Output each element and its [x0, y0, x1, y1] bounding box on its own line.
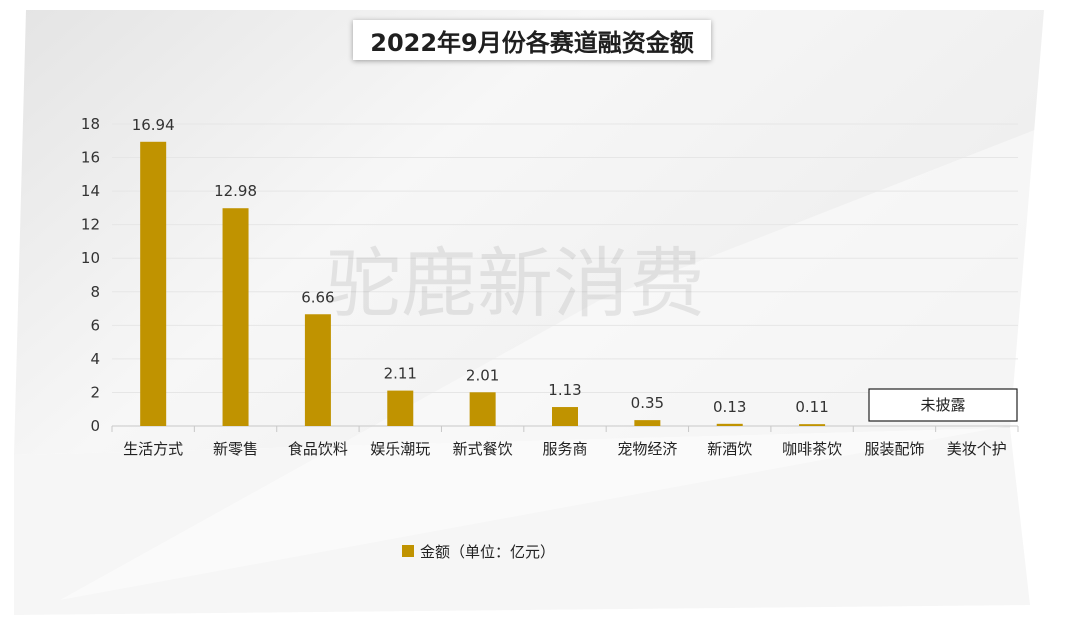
y-tick-label: 6 — [90, 316, 100, 334]
y-tick-label: 8 — [90, 283, 100, 301]
y-tick-label: 4 — [90, 350, 100, 368]
category-label: 新酒饮 — [707, 440, 752, 458]
y-tick-label: 2 — [90, 383, 100, 401]
bar — [716, 423, 743, 426]
data-label: 0.35 — [631, 394, 664, 412]
background-shape-lower — [14, 428, 1030, 615]
category-label: 服装配饰 — [864, 440, 924, 458]
bar — [304, 314, 331, 426]
category-label: 美妆个护 — [947, 440, 1007, 458]
y-tick-label: 16 — [81, 149, 100, 167]
category-label: 食品饮料 — [288, 440, 348, 458]
background-sheen — [60, 120, 1060, 600]
undisclosed-label: 未披露 — [920, 396, 965, 414]
y-tick-label: 14 — [81, 182, 100, 200]
data-label: 2.01 — [466, 366, 499, 384]
legend-swatch — [402, 545, 414, 557]
bar — [222, 208, 249, 426]
y-tick-label: 12 — [81, 216, 100, 234]
bar — [634, 420, 661, 426]
bar — [799, 424, 826, 426]
undisclosed-box — [868, 388, 1018, 422]
category-label: 新零售 — [213, 440, 258, 458]
data-label: 16.94 — [132, 116, 175, 134]
data-label: 1.13 — [548, 381, 581, 399]
bar — [552, 407, 578, 426]
category-label: 娱乐潮玩 — [370, 440, 430, 458]
category-label: 生活方式 — [123, 440, 183, 458]
data-label: 6.66 — [301, 288, 334, 306]
chart-title: 2022年9月份各赛道融资金额 — [353, 20, 711, 60]
y-tick-label: 10 — [81, 249, 100, 267]
bar — [140, 141, 167, 427]
category-label: 宠物经济 — [617, 440, 677, 458]
category-label: 服务商 — [542, 440, 587, 458]
data-label: 2.11 — [384, 365, 417, 383]
background-shape — [14, 10, 1044, 455]
bar — [387, 390, 414, 426]
category-label: 新式餐饮 — [453, 440, 513, 458]
y-tick-label: 0 — [90, 417, 100, 435]
data-label: 12.98 — [214, 182, 257, 200]
watermark: 驼鹿新消费 — [325, 239, 705, 328]
data-label: 0.11 — [795, 398, 828, 416]
legend: 金额（单位：亿元） — [402, 543, 555, 561]
bar — [469, 392, 496, 426]
y-tick-label: 18 — [81, 115, 100, 133]
data-label: 0.13 — [713, 398, 746, 416]
legend-label: 金额（单位：亿元） — [420, 543, 555, 561]
undisclosed-annotation: 未披露 — [868, 388, 1018, 422]
category-label: 咖啡茶饮 — [782, 440, 842, 458]
